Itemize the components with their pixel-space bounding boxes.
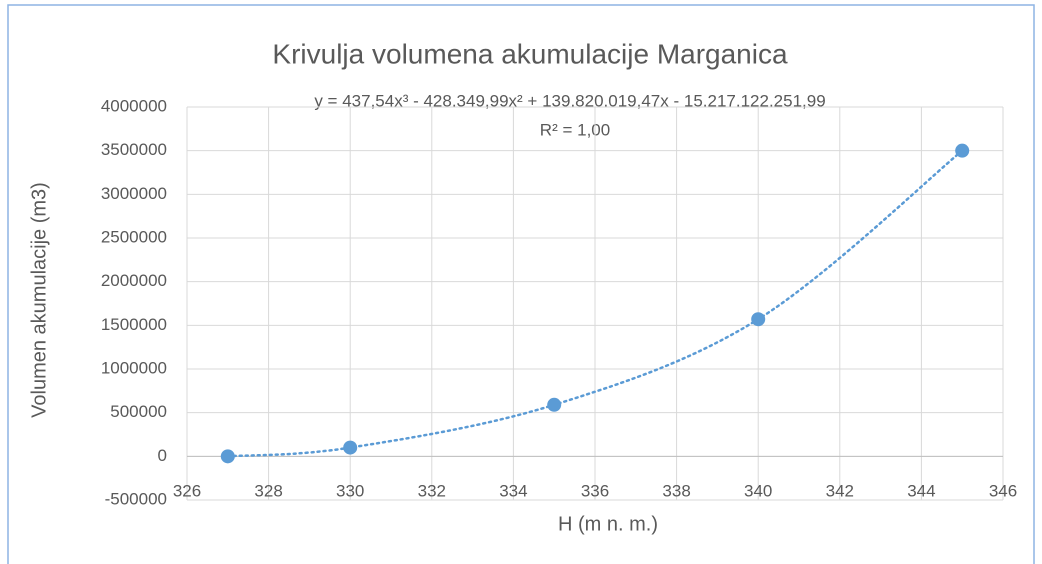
data-point [220, 449, 235, 464]
y-tick-label: 0 [158, 446, 167, 465]
data-point [343, 440, 358, 455]
y-tick-label: 2500000 [101, 227, 167, 246]
x-tick-label: 344 [907, 481, 935, 500]
y-tick-label: 2000000 [101, 271, 167, 290]
y-tick-label: 3000000 [101, 184, 167, 203]
y-axis-title: Volumen akumulacije (m3) [28, 182, 50, 418]
x-tick-label: 336 [581, 481, 609, 500]
y-tick-label: 3500000 [101, 140, 167, 159]
y-tick-label: 1000000 [101, 358, 167, 377]
x-tick-label: 332 [418, 481, 446, 500]
x-tick-label: 342 [826, 481, 854, 500]
data-point [955, 143, 970, 158]
y-tick-label: 1500000 [101, 315, 167, 334]
x-tick-label: 340 [744, 481, 772, 500]
x-tick-label: 326 [173, 481, 201, 500]
x-tick-label: 346 [989, 481, 1017, 500]
trendline [226, 149, 964, 458]
x-tick-label: 338 [662, 481, 690, 500]
x-tick-label: 334 [499, 481, 527, 500]
data-point [547, 397, 562, 412]
chart-frame [7, 4, 1035, 564]
data-point [751, 312, 766, 327]
chart-title: Krivulja volumena akumulacije Marganica [272, 38, 788, 69]
x-tick-label: 328 [254, 481, 282, 500]
x-axis-title: H (m n. m.) [558, 513, 658, 535]
y-tick-label: 4000000 [101, 96, 167, 115]
y-tick-label: -500000 [105, 489, 167, 508]
x-tick-label: 330 [336, 481, 364, 500]
trendline-equation: y = 437,54x³ - 428.349,99x² + 139.820.01… [314, 91, 825, 110]
r-squared: R² = 1,00 [540, 120, 610, 139]
y-tick-label: 500000 [110, 402, 167, 421]
